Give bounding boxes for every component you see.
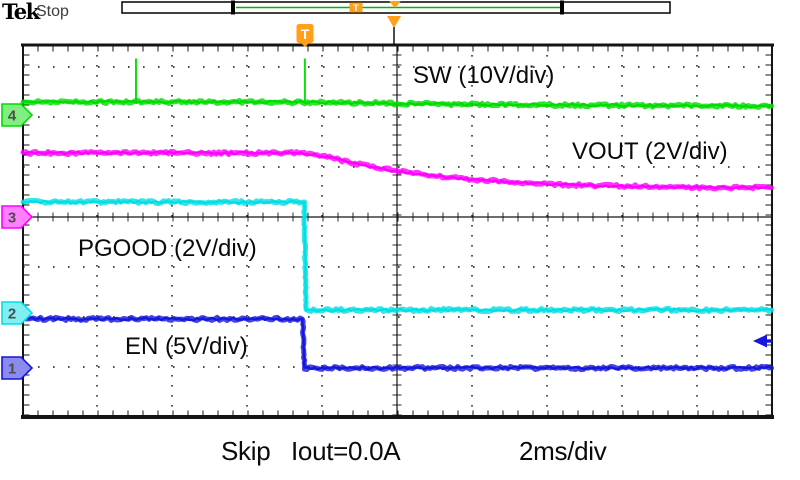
channel-marker-4: 4 xyxy=(1,103,34,127)
svg-text:4: 4 xyxy=(8,108,17,125)
svg-text:2: 2 xyxy=(8,306,16,323)
svg-text:T: T xyxy=(353,3,359,13)
svg-text:1: 1 xyxy=(8,361,16,378)
footer-load: Iout=0.0A xyxy=(291,436,401,466)
label-vout: VOUT (2V/div) xyxy=(572,138,728,165)
channel-marker-3: 3 xyxy=(1,205,34,229)
trace-vout xyxy=(20,148,774,192)
footer-mode: Skip xyxy=(221,436,270,466)
waveform-traces xyxy=(20,58,774,373)
label-sw: SW (10V/div) xyxy=(413,62,554,89)
svg-text:3: 3 xyxy=(8,210,16,227)
channel-marker-2: 2 xyxy=(1,301,34,325)
trigger-position-triangle-icon xyxy=(387,16,401,28)
label-pgood: PGOOD (2V/div) xyxy=(78,235,257,262)
acquisition-status: Stop xyxy=(36,3,69,20)
trace-pgood xyxy=(20,197,774,315)
channel-markers: 1 2 3 4 xyxy=(1,103,34,380)
footer-timebase: 2ms/div xyxy=(519,436,607,466)
trace-en xyxy=(20,314,774,373)
label-en: EN (5V/div) xyxy=(125,333,248,360)
tek-logo: Tek xyxy=(2,0,41,24)
record-bar-trigger-t-icon xyxy=(349,2,363,13)
trigger-markers: T xyxy=(296,16,772,348)
trigger-level-arrow-icon xyxy=(753,334,772,348)
trace-sw xyxy=(20,97,774,110)
record-bar-position-triangle-icon xyxy=(389,1,401,8)
channel-marker-1: 1 xyxy=(1,356,34,380)
record-view-bar: T xyxy=(121,0,671,15)
trigger-t-flag-icon xyxy=(296,24,314,43)
svg-text:T: T xyxy=(301,26,310,42)
